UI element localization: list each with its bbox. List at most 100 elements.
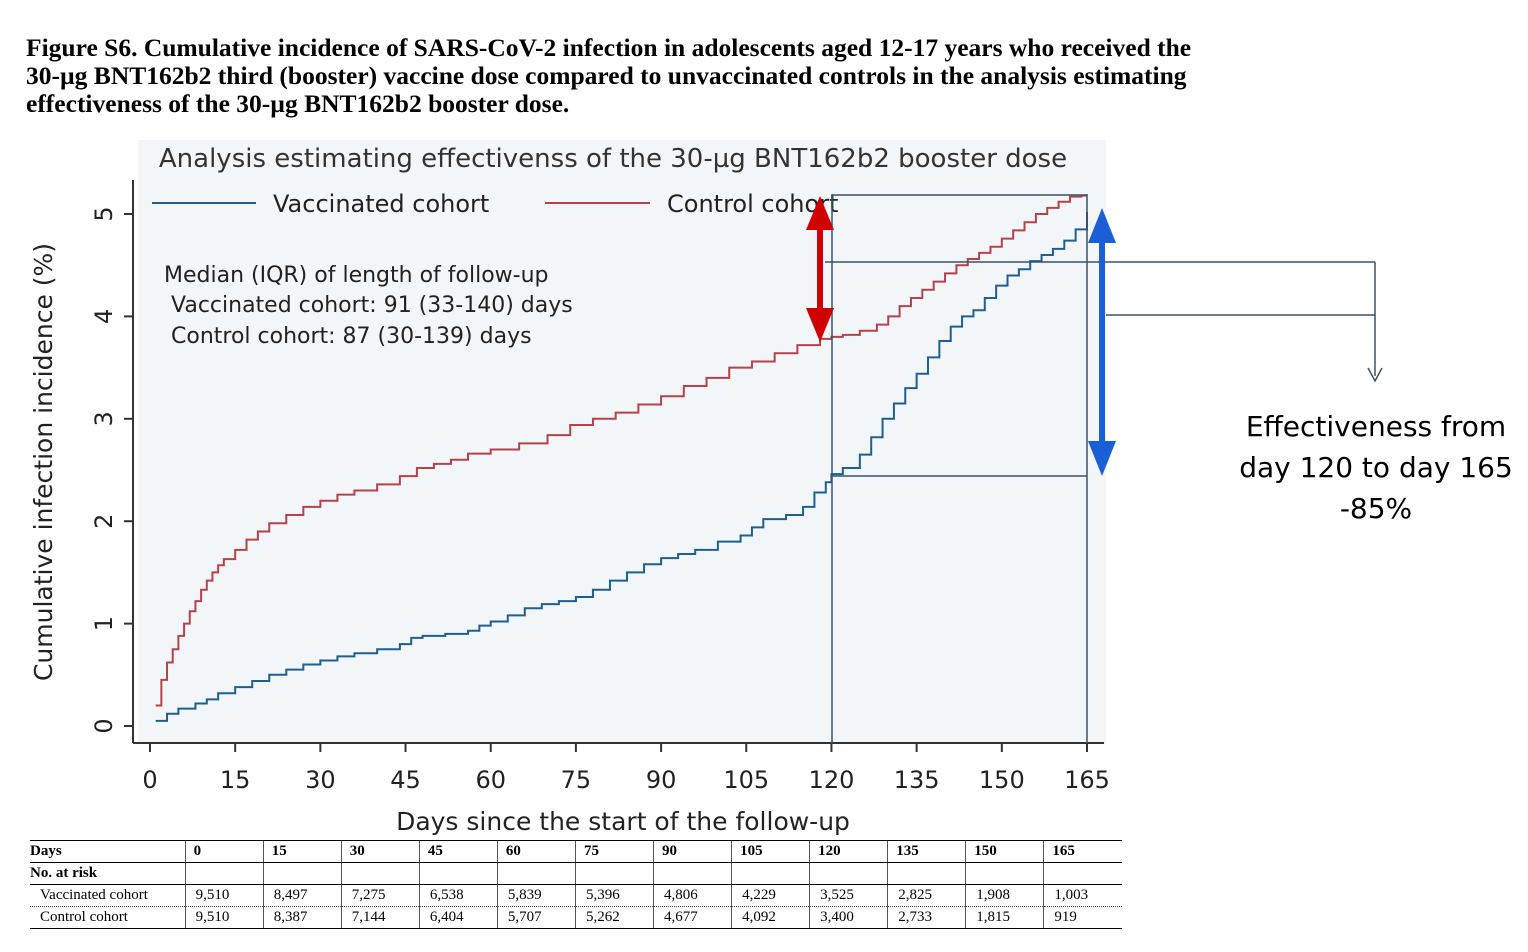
risk-cell: 919: [1043, 906, 1122, 929]
risk-header-day: 15: [262, 840, 342, 863]
risk-subheader-cell: [1043, 862, 1122, 885]
risk-cell: 4,092: [731, 906, 810, 929]
risk-row-control: Control cohort 9,510 8,387 7,144 6,404 5,707 5…: [30, 906, 1122, 929]
risk-table: Days 0 15 30 45 60 75 90 105 120 135 150 165 No. at r…: [30, 840, 1122, 929]
risk-cell: 3,400: [809, 906, 888, 929]
effectiveness-line-1: Effectiveness from: [1245, 410, 1507, 443]
x-tick-label: 150: [979, 766, 1025, 794]
legend: Vaccinated cohort Control cohort: [152, 190, 838, 218]
risk-cell: 2,825: [887, 884, 966, 907]
risk-cell: 1,003: [1043, 884, 1122, 907]
effectiveness-annotation: Effectiveness from day 120 to day 165 -8…: [1228, 406, 1524, 529]
risk-subheader-cell: [496, 862, 576, 885]
risk-header-day: 135: [887, 840, 966, 863]
down-arrowhead: [1367, 367, 1383, 383]
x-tick-label: 135: [894, 766, 940, 794]
risk-subheader-cell: [574, 862, 654, 885]
risk-subheader-cell: [262, 862, 342, 885]
risk-header-day: 150: [965, 840, 1044, 863]
risk-subheader-cell: [809, 862, 888, 885]
y-tick-label: 5: [90, 206, 118, 221]
risk-row-label: Vaccinated cohort: [30, 884, 186, 907]
risk-cell: 6,404: [418, 906, 498, 929]
red-double-arrow: [806, 196, 834, 342]
risk-cell: 7,144: [340, 906, 420, 929]
x-tick-label: 165: [1064, 766, 1110, 794]
risk-subheader-cell: [731, 862, 810, 885]
x-tick-label: 90: [646, 766, 677, 794]
risk-subheader-cell: [418, 862, 498, 885]
x-tick-label: 75: [561, 766, 592, 794]
risk-header-day: 165: [1043, 840, 1122, 863]
x-axis-label: Days since the start of the follow-up: [396, 807, 850, 836]
risk-subheader-cell: [184, 862, 264, 885]
risk-cell: 8,387: [262, 906, 342, 929]
y-tick-label: 0: [90, 718, 118, 733]
follow-up-note: Median (IQR) of length of follow-up Vacc…: [164, 263, 573, 349]
blue-double-arrow: [1088, 208, 1116, 476]
risk-header-row: Days 0 15 30 45 60 75 90 105 120 135 150 165: [30, 840, 1122, 863]
risk-cell: 4,806: [653, 884, 732, 907]
effectiveness-value: -85%: [1339, 492, 1413, 525]
risk-header-day: 60: [496, 840, 576, 863]
y-tick-label: 1: [90, 616, 118, 631]
risk-cell: 8,497: [262, 884, 342, 907]
risk-subheader: No. at risk: [30, 862, 186, 885]
risk-header-day: 105: [731, 840, 810, 863]
x-tick-label: 45: [390, 766, 421, 794]
risk-subheader-cell: [340, 862, 420, 885]
y-tick-label: 3: [90, 411, 118, 426]
y-tick-label: 4: [90, 309, 118, 324]
x-tick-label: 120: [809, 766, 855, 794]
x-tick-label: 60: [475, 766, 506, 794]
figure-caption: Figure S6. Cumulative incidence of SARS-…: [26, 33, 1192, 118]
note-line-1: Median (IQR) of length of follow-up: [164, 263, 549, 288]
note-line-3: Control cohort: 87 (30-139) days: [164, 324, 532, 349]
chart-title: Analysis estimating effectivenss of the …: [159, 144, 1067, 174]
risk-cell: 3,525: [809, 884, 888, 907]
risk-subheader-cell: [887, 862, 966, 885]
risk-cell: 4,677: [653, 906, 732, 929]
risk-cell: 2,733: [887, 906, 966, 929]
legend-label-vaccinated: Vaccinated cohort: [273, 190, 489, 218]
y-axis-ticks: 0 1 2 3 4 5: [90, 206, 133, 734]
risk-cell: 7,275: [340, 884, 420, 907]
risk-header-day: 90: [653, 840, 732, 863]
risk-cell: 5,262: [574, 906, 654, 929]
red-arrow-head-up: [806, 196, 834, 230]
risk-cell: 5,396: [574, 884, 654, 907]
x-tick-label: 105: [723, 766, 769, 794]
risk-subheader-row: No. at risk: [30, 862, 1122, 885]
risk-header-day: 75: [574, 840, 654, 863]
risk-header-label: Days: [30, 840, 186, 863]
x-tick-label: 15: [220, 766, 251, 794]
effectiveness-line-2: day 120 to day 165: [1239, 451, 1513, 484]
y-tick-label: 2: [90, 514, 118, 529]
blue-arrow-head-up: [1088, 208, 1116, 243]
risk-cell: 4,229: [731, 884, 810, 907]
legend-label-control: Control cohort: [667, 190, 838, 218]
risk-cell: 5,839: [496, 884, 576, 907]
blue-arrow-head-down: [1088, 441, 1116, 476]
risk-cell: 1,908: [965, 884, 1044, 907]
x-axis-ticks: 0 15 30 45 60 75 90 105 120 135 150 165: [142, 743, 1110, 794]
note-line-2: Vaccinated cohort: 91 (33-140) days: [164, 293, 573, 318]
risk-cell: 9,510: [184, 906, 264, 929]
x-tick-label: 0: [142, 766, 157, 794]
risk-subheader-cell: [965, 862, 1044, 885]
risk-row-vaccinated: Vaccinated cohort 9,510 8,497 7,275 6,538 5,8…: [30, 884, 1122, 907]
series-line-vaccinated-cohort: [155, 211, 1088, 722]
risk-subheader-cell: [653, 862, 732, 885]
risk-header-day: 45: [418, 840, 498, 863]
risk-cell: 9,510: [184, 884, 264, 907]
risk-cell: 1,815: [965, 906, 1044, 929]
risk-cell: 6,538: [418, 884, 498, 907]
risk-header-day: 30: [340, 840, 420, 863]
y-axis-label: Cumulative infection incidence (%): [29, 243, 58, 681]
red-arrow-head-down: [806, 308, 834, 342]
x-tick-label: 30: [305, 766, 336, 794]
risk-header-day: 0: [184, 840, 264, 863]
plot-background: [138, 140, 1106, 744]
risk-cell: 5,707: [496, 906, 576, 929]
